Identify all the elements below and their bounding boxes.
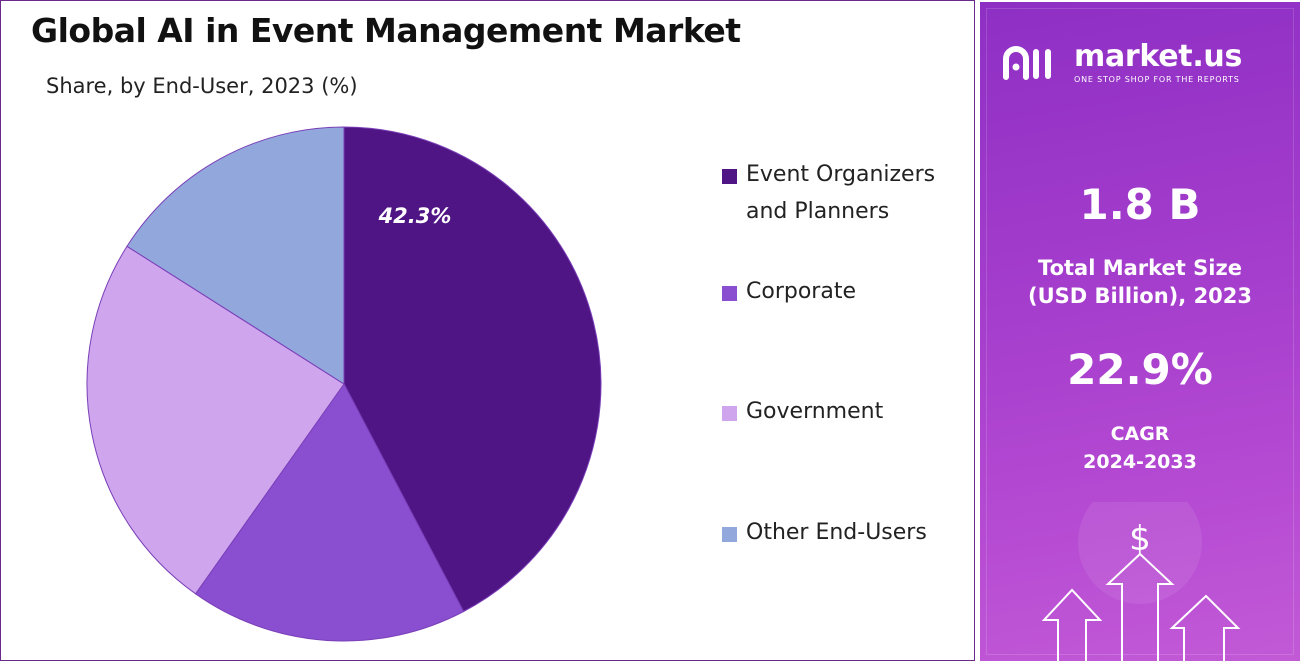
legend-swatch xyxy=(722,406,737,421)
market-size-label-line-1: Total Market Size xyxy=(1038,256,1242,280)
legend-label: Other End-Users xyxy=(746,520,927,545)
slice-other-end-users xyxy=(126,126,345,385)
slice-event-organizers xyxy=(343,126,602,613)
cagr-label-line-2: 2024-2033 xyxy=(1083,451,1197,473)
chart-subtitle: Share, by End-User, 2023 (%) xyxy=(46,74,358,98)
brand-logo: market.us ONE STOP SHOP FOR THE REPORTS xyxy=(1002,42,1242,84)
slice-corporate xyxy=(194,383,465,642)
market-size-value: 1.8 B xyxy=(1079,180,1201,229)
info-panel: market.us ONE STOP SHOP FOR THE REPORTS … xyxy=(978,0,1302,663)
slice-government xyxy=(86,245,345,595)
legend-label: Event Organizers and Planners xyxy=(746,162,936,224)
market-size-label: Total Market Size (USD Billion), 2023 xyxy=(980,254,1300,310)
chart-title: Global AI in Event Management Market xyxy=(31,11,741,50)
legend-item-corporate: Corporate xyxy=(722,273,961,310)
legend-item-event-organizers: Event Organizers and Planners xyxy=(722,156,961,230)
growth-arrows-icon: $ xyxy=(1041,502,1241,661)
logo-icon xyxy=(1003,46,1051,80)
legend-item-other-end-users: Other End-Users xyxy=(722,514,961,551)
cagr-value: 22.9% xyxy=(1067,345,1213,394)
dollar-icon: $ xyxy=(1129,519,1151,559)
brand-tagline: ONE STOP SHOP FOR THE REPORTS xyxy=(1074,75,1240,84)
market-size-label-line-2: (USD Billion), 2023 xyxy=(1027,284,1253,308)
legend-item-government: Government xyxy=(722,393,961,430)
cagr-label-line-1: CAGR xyxy=(1110,423,1170,445)
pie-data-label: 42.3% xyxy=(378,204,452,228)
legend-swatch xyxy=(722,527,737,542)
legend-label: Government xyxy=(746,399,884,424)
legend-label: Corporate xyxy=(746,279,856,304)
legend-swatch xyxy=(722,169,737,184)
pie-chart: 42.3% xyxy=(86,126,602,642)
cagr-label: CAGR 2024-2033 xyxy=(980,420,1300,476)
chart-panel: Global AI in Event Management Market Sha… xyxy=(0,0,975,661)
legend-swatch xyxy=(722,286,737,301)
brand-name: market.us xyxy=(1074,39,1243,74)
